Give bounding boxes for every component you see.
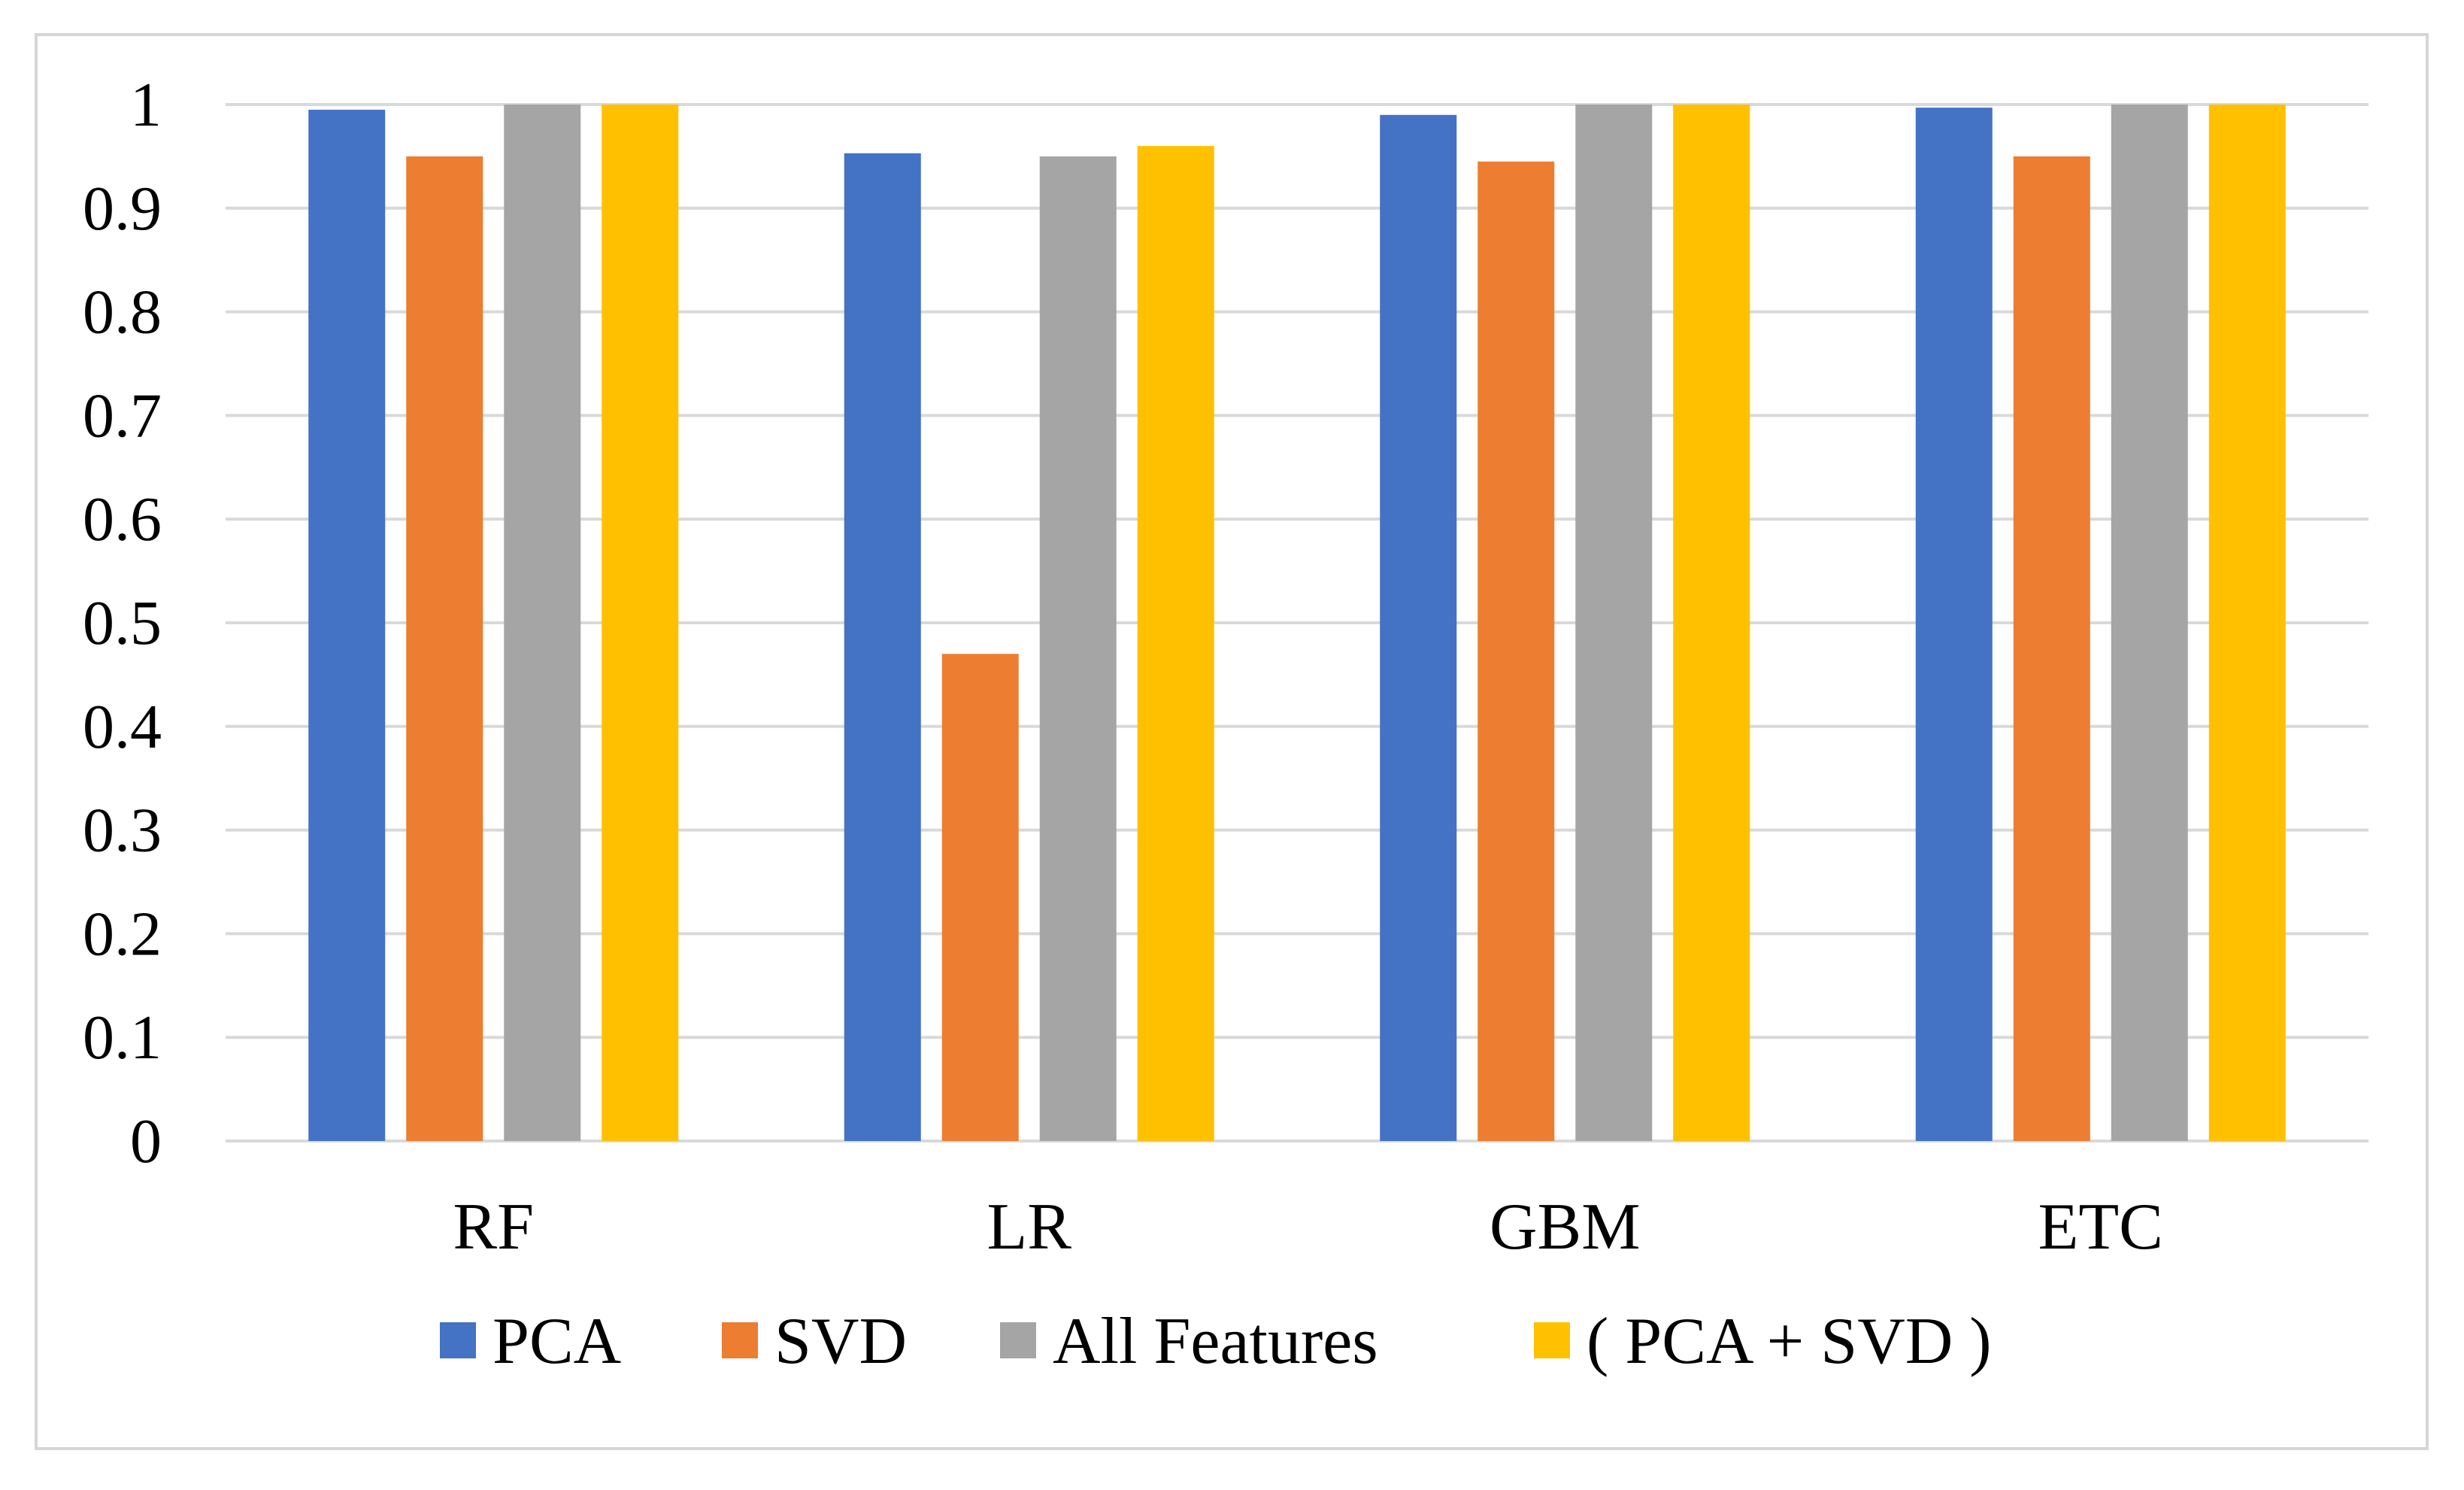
bar-rf-all-features [504, 105, 581, 1141]
bar-lr-svd [941, 654, 1019, 1141]
y-axis-ticks: 0 0.1 0.2 0.3 0.4 0.5 0.6 0.7 0.8 0.9 1 [83, 70, 162, 1176]
bar-gbm-pca [1380, 114, 1457, 1141]
x-axis-categories: RF LR GBM ETC [453, 1191, 2162, 1264]
legend-swatch [1534, 1322, 1570, 1358]
gridlines [226, 103, 2369, 1143]
legend: PCA SVD All Features ( PCA + SVD ) [440, 1305, 1992, 1378]
bar-lr-pca-svd [1137, 146, 1214, 1141]
y-tick-label: 0.1 [83, 1003, 162, 1073]
bar-lr-all-features [1039, 156, 1117, 1141]
x-category-label: GBM [1490, 1191, 1641, 1264]
y-tick-label: 0.3 [83, 796, 162, 866]
legend-label: All Features [1053, 1305, 1378, 1378]
bar-gbm-all-features [1575, 105, 1653, 1141]
x-category-label: LR [987, 1191, 1072, 1264]
bars [308, 105, 2286, 1142]
bar-etc-all-features [2111, 105, 2188, 1141]
bar-etc-pca-svd [2208, 105, 2286, 1141]
x-category-label: RF [453, 1191, 534, 1264]
legend-swatch [722, 1322, 758, 1358]
legend-swatch [440, 1322, 476, 1358]
y-tick-label: 0.9 [83, 174, 162, 244]
bar-lr-pca [844, 153, 921, 1142]
y-tick-label: 0.7 [83, 381, 162, 451]
bar-rf-svd [406, 156, 483, 1141]
y-tick-label: 0.2 [83, 899, 162, 969]
y-tick-label: 0 [130, 1106, 162, 1176]
x-category-label: ETC [2038, 1191, 2163, 1264]
bar-etc-pca [1915, 108, 1993, 1141]
bar-rf-pca [308, 109, 386, 1141]
bar-rf-pca-svd [602, 105, 679, 1141]
y-tick-label: 0.5 [83, 588, 162, 658]
bar-etc-svd [2013, 156, 2090, 1141]
y-tick-label: 0.6 [83, 484, 162, 554]
legend-label: SVD [774, 1305, 907, 1378]
y-tick-label: 0.4 [83, 692, 162, 762]
y-tick-label: 0.8 [83, 278, 162, 347]
legend-label: PCA [492, 1305, 621, 1378]
legend-label: ( PCA + SVD ) [1587, 1305, 1992, 1378]
bar-gbm-svd [1477, 161, 1555, 1141]
y-tick-label: 1 [130, 70, 162, 140]
bar-gbm-pca-svd [1673, 105, 1750, 1141]
legend-swatch [1000, 1322, 1036, 1358]
